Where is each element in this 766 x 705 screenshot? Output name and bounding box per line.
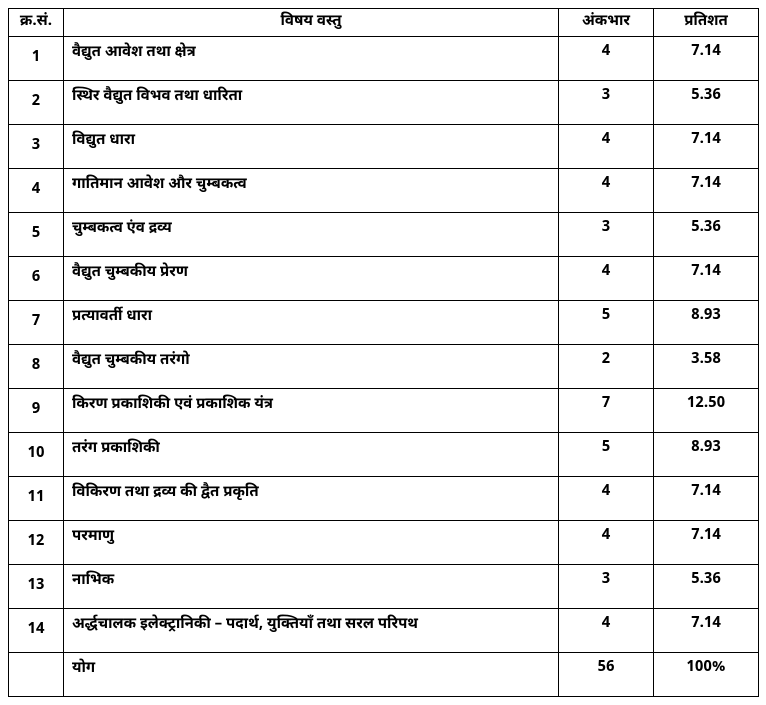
cell-subject: विद्युत धारा — [64, 125, 559, 169]
cell-subject: तरंग प्रकाशिकी — [64, 433, 559, 477]
table-row: 10 तरंग प्रकाशिकी 5 8.93 — [9, 433, 759, 477]
cell-weight: 4 — [559, 169, 654, 213]
cell-subject: स्थिर वैद्युत विभव तथा धारिता — [64, 81, 559, 125]
cell-weight: 4 — [559, 609, 654, 653]
cell-percent: 5.36 — [654, 565, 759, 609]
syllabus-table: क्र.सं. विषय वस्तु अंकभार प्रतिशत 1 वैद्… — [8, 8, 759, 697]
cell-percent: 8.93 — [654, 301, 759, 345]
cell-weight: 4 — [559, 477, 654, 521]
cell-percent: 7.14 — [654, 169, 759, 213]
cell-weight: 4 — [559, 257, 654, 301]
table-row: 6 वैद्युत चुम्बकीय प्रेरण 4 7.14 — [9, 257, 759, 301]
table-row: 14 अर्द्धचालक इलेक्ट्रानिकी – पदार्थ, यु… — [9, 609, 759, 653]
table-header-row: क्र.सं. विषय वस्तु अंकभार प्रतिशत — [9, 9, 759, 37]
cell-sn: 4 — [9, 169, 64, 213]
cell-weight: 4 — [559, 521, 654, 565]
table-row: 11 विकिरण तथा द्रव्य की द्वैत प्रकृति 4 … — [9, 477, 759, 521]
cell-percent: 7.14 — [654, 125, 759, 169]
cell-subject: परमाणु — [64, 521, 559, 565]
cell-sn — [9, 653, 64, 697]
table-row: 4 गातिमान आवेश और चुम्बकत्व 4 7.14 — [9, 169, 759, 213]
table-row: 2 स्थिर वैद्युत विभव तथा धारिता 3 5.36 — [9, 81, 759, 125]
cell-sn: 10 — [9, 433, 64, 477]
cell-percent: 7.14 — [654, 477, 759, 521]
cell-weight: 5 — [559, 301, 654, 345]
cell-weight: 3 — [559, 565, 654, 609]
cell-weight: 7 — [559, 389, 654, 433]
cell-subject: प्रत्यावर्ती धारा — [64, 301, 559, 345]
cell-sn: 9 — [9, 389, 64, 433]
col-header-weight: अंकभार — [559, 9, 654, 37]
cell-percent: 7.14 — [654, 37, 759, 81]
cell-weight: 3 — [559, 213, 654, 257]
cell-sn: 2 — [9, 81, 64, 125]
cell-weight: 2 — [559, 345, 654, 389]
table-body: 1 वैद्युत आवेश तथा क्षेत्र 4 7.14 2 स्थि… — [9, 37, 759, 697]
cell-subject: गातिमान आवेश और चुम्बकत्व — [64, 169, 559, 213]
cell-subject: वैद्युत आवेश तथा क्षेत्र — [64, 37, 559, 81]
cell-subject: अर्द्धचालक इलेक्ट्रानिकी – पदार्थ, युक्त… — [64, 609, 559, 653]
cell-percent: 7.14 — [654, 521, 759, 565]
col-header-subject: विषय वस्तु — [64, 9, 559, 37]
cell-sn: 3 — [9, 125, 64, 169]
cell-sn: 6 — [9, 257, 64, 301]
cell-weight: 3 — [559, 81, 654, 125]
cell-percent: 3.58 — [654, 345, 759, 389]
cell-percent: 12.50 — [654, 389, 759, 433]
cell-sn: 1 — [9, 37, 64, 81]
cell-sn: 7 — [9, 301, 64, 345]
table-row: 5 चुम्बकत्व एंव द्रव्य 3 5.36 — [9, 213, 759, 257]
cell-subject: वैद्युत चुम्बकीय प्रेरण — [64, 257, 559, 301]
cell-sn: 5 — [9, 213, 64, 257]
cell-subject: चुम्बकत्व एंव द्रव्य — [64, 213, 559, 257]
cell-subject: वैद्युत चुम्बकीय तरंगो — [64, 345, 559, 389]
table-row: 1 वैद्युत आवेश तथा क्षेत्र 4 7.14 — [9, 37, 759, 81]
table-row: 13 नाभिक 3 5.36 — [9, 565, 759, 609]
cell-percent: 7.14 — [654, 609, 759, 653]
cell-sn: 11 — [9, 477, 64, 521]
cell-sn: 8 — [9, 345, 64, 389]
table-row: 8 वैद्युत चुम्बकीय तरंगो 2 3.58 — [9, 345, 759, 389]
cell-subject: योग — [64, 653, 559, 697]
cell-weight: 4 — [559, 125, 654, 169]
cell-sn: 13 — [9, 565, 64, 609]
cell-percent: 5.36 — [654, 81, 759, 125]
table-row: 12 परमाणु 4 7.14 — [9, 521, 759, 565]
col-header-percent: प्रतिशत — [654, 9, 759, 37]
col-header-sn: क्र.सं. — [9, 9, 64, 37]
cell-percent: 5.36 — [654, 213, 759, 257]
table-row: 3 विद्युत धारा 4 7.14 — [9, 125, 759, 169]
cell-percent: 7.14 — [654, 257, 759, 301]
cell-weight: 4 — [559, 37, 654, 81]
cell-subject: नाभिक — [64, 565, 559, 609]
table-row: 7 प्रत्यावर्ती धारा 5 8.93 — [9, 301, 759, 345]
cell-weight: 56 — [559, 653, 654, 697]
cell-sn: 12 — [9, 521, 64, 565]
cell-subject: विकिरण तथा द्रव्य की द्वैत प्रकृति — [64, 477, 559, 521]
cell-percent: 8.93 — [654, 433, 759, 477]
table-total-row: योग 56 100% — [9, 653, 759, 697]
cell-percent: 100% — [654, 653, 759, 697]
cell-sn: 14 — [9, 609, 64, 653]
cell-subject: किरण प्रकाशिकी एवं प्रकाशिक यंत्र — [64, 389, 559, 433]
cell-weight: 5 — [559, 433, 654, 477]
table-row: 9 किरण प्रकाशिकी एवं प्रकाशिक यंत्र 7 12… — [9, 389, 759, 433]
